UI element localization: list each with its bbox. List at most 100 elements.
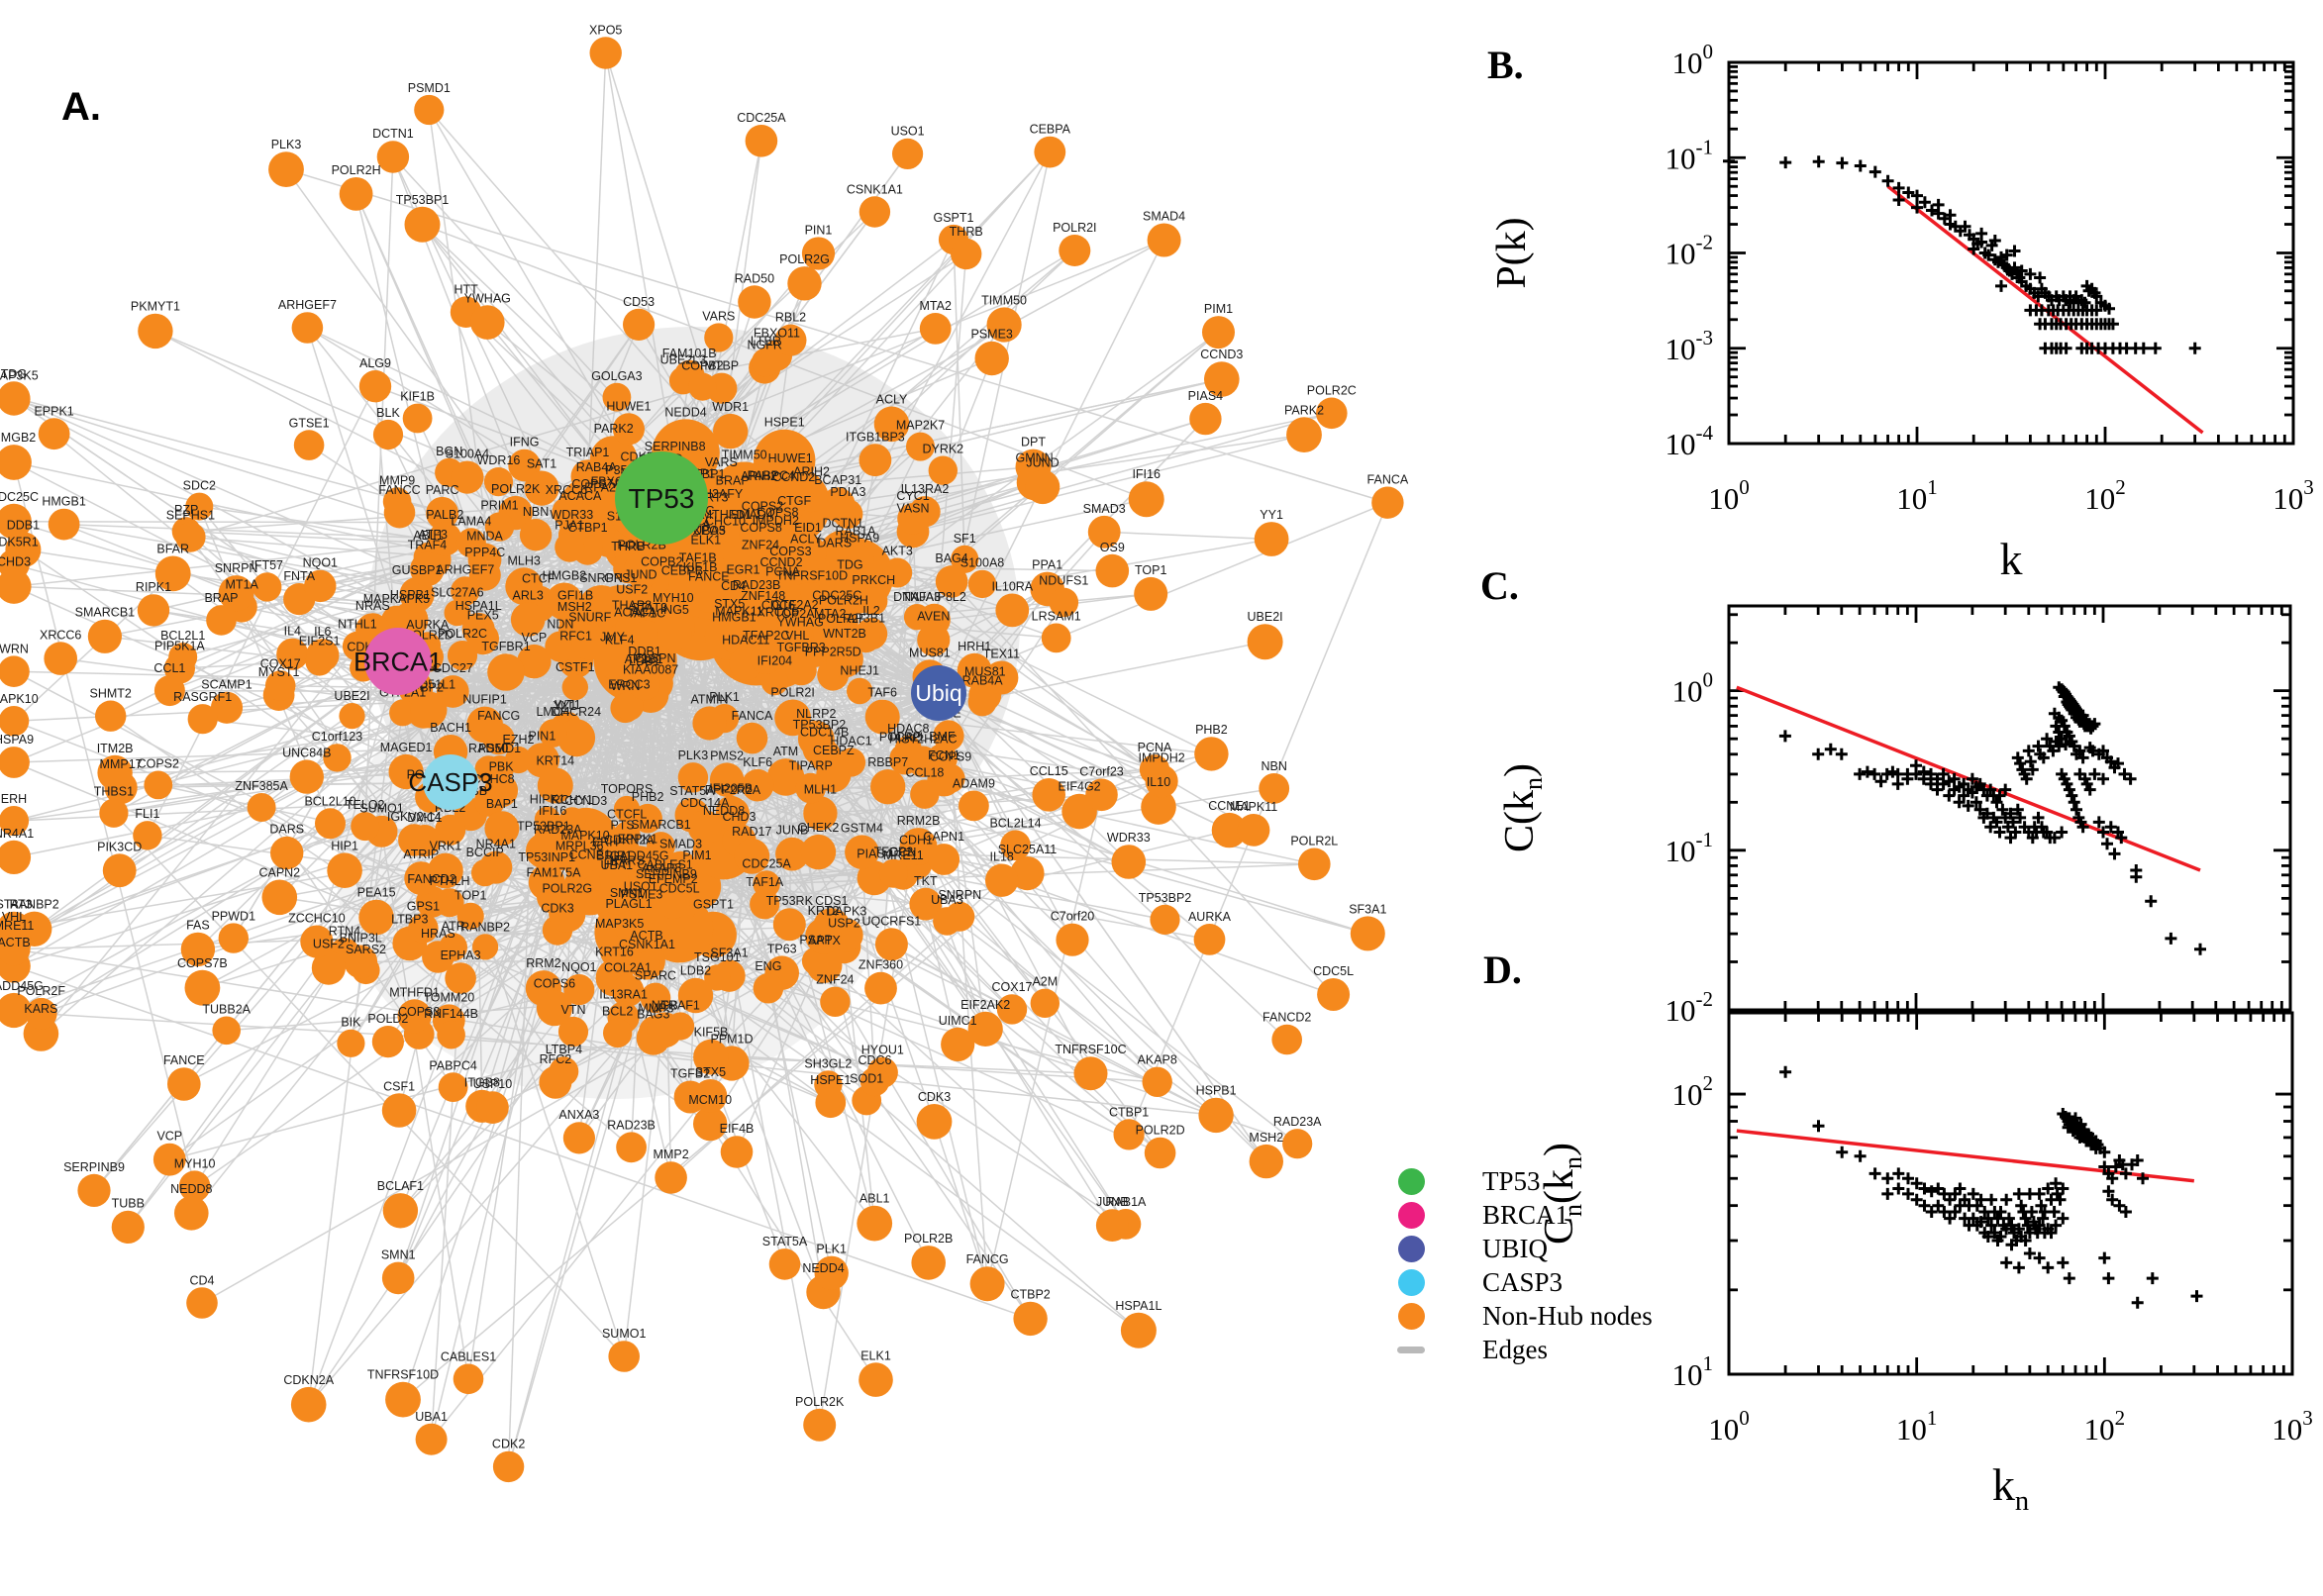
gene-node: [519, 519, 553, 551]
gene-node: [766, 758, 805, 796]
gene-node-label: NTHL1: [338, 618, 377, 632]
gene-node: [1317, 978, 1351, 1011]
gene-node-label: TRAF1: [660, 998, 700, 1012]
gene-node-label: PCNA: [1138, 741, 1172, 754]
gene-node-label: KLF4: [605, 633, 635, 647]
gene-node-label: CABLES1: [637, 858, 692, 872]
gene-node-label: TDG: [1, 367, 27, 381]
gene-node-label: MNDA: [466, 529, 503, 543]
axis-ticks: [1727, 1013, 2294, 1376]
gene-node-label: UBE2L3: [660, 352, 707, 366]
gene-node-label: NHEJ1: [840, 664, 879, 678]
gene-node-label: LDB1: [629, 654, 659, 668]
gene-node-label: HSPE1: [764, 416, 805, 430]
axis-tick-label: 10-2: [1666, 987, 1714, 1028]
gene-node: [397, 999, 432, 1034]
gene-node: [1144, 1137, 1176, 1169]
legend-item: TP53: [1389, 1164, 1653, 1198]
gene-node-label: SERPINB8: [645, 440, 706, 453]
gene-node-label: RBBP7: [867, 755, 908, 769]
gene-node-label: USO1: [624, 880, 657, 894]
hub-node-label: CASP3: [408, 767, 492, 797]
gene-node-label: BAG4: [935, 551, 967, 565]
gene-node-label: IL6: [314, 625, 331, 639]
gene-node-label: PABPC4: [748, 469, 795, 483]
gene-node-label: PSME3: [621, 888, 662, 902]
gene-node: [1194, 737, 1229, 771]
gene-node-label: ARIH2: [741, 469, 777, 483]
gene-node-label: HTT: [454, 282, 478, 296]
gene-node: [534, 806, 560, 833]
gene-node: [882, 557, 913, 588]
gene-node: [484, 811, 520, 847]
gene-node: [595, 644, 630, 679]
gene-node: [795, 772, 826, 804]
gene-node: [911, 1246, 946, 1280]
gene-node-label: RAD23B: [607, 1119, 656, 1133]
gene-node-label: KIAA0087: [623, 663, 678, 677]
gene-node: [1085, 778, 1118, 812]
gene-node-label: PIM1: [1204, 302, 1233, 316]
hub-node-label: TP53: [629, 483, 695, 514]
gene-node: [864, 971, 897, 1005]
gene-node-label: EGR1: [726, 563, 759, 577]
gene-node-label: POLR2B: [904, 1232, 953, 1246]
gene-node-label: MYH10: [653, 591, 694, 605]
gene-node: [750, 889, 780, 920]
gene-node: [633, 803, 662, 834]
gene-node: [967, 1011, 1003, 1047]
gene-node-label: IL10: [1147, 775, 1170, 789]
gene-node-label: KIF1B: [683, 560, 718, 574]
gene-node-label: H2AFY: [703, 487, 744, 501]
gene-node-label: ATR: [442, 919, 465, 933]
legend-label: Non-Hub nodes: [1482, 1300, 1653, 1331]
gene-node-label: RFC1: [559, 629, 592, 643]
gene-node-label: CDC6: [858, 1053, 891, 1067]
gene-node: [0, 933, 31, 966]
legend-item: BRCA1: [1389, 1198, 1653, 1232]
gene-node-label: PLK3: [678, 748, 709, 762]
gene-node-label: PIN1: [529, 729, 556, 743]
gene-node-label: SMAD4: [731, 508, 773, 522]
gene-node-label: TNFRSF10D: [367, 1368, 439, 1382]
gene-node-label: ITGB1BP3: [846, 430, 905, 444]
gene-node-label: RASGRF1: [173, 690, 232, 704]
legend-item: Non-Hub nodes: [1389, 1299, 1653, 1333]
gene-node-label: ERH: [592, 835, 618, 848]
y-axis-label: C(kn): [1497, 763, 1548, 852]
gene-node-label: EIF4G2: [1059, 780, 1101, 794]
gene-node-label: ZNF24: [816, 973, 854, 987]
gene-node: [909, 887, 943, 921]
gene-node-label: USF2: [313, 938, 345, 951]
gene-node-label: YY1: [554, 699, 577, 713]
gene-node: [44, 642, 77, 675]
gene-node-label: BCL2L1: [160, 629, 205, 643]
gene-node-label: ZNF385A: [235, 779, 288, 793]
gene-node-label: ATRIP: [403, 848, 439, 861]
gene-node-label: TAF6: [867, 686, 897, 700]
gene-node: [0, 840, 32, 874]
gene-node-label: ZCCHC10: [288, 912, 346, 926]
gene-node-label: FANCG: [477, 709, 520, 723]
gene-node: [438, 1072, 468, 1102]
gene-node: [404, 861, 439, 896]
gene-node-label: PJA1: [555, 519, 584, 533]
gene-node-label: FANCA: [1367, 473, 1409, 487]
gene-node: [473, 786, 505, 817]
gene-node: [304, 569, 337, 603]
gene-node: [687, 810, 722, 845]
gene-node: [389, 699, 417, 727]
axis-tick-label: 10-1: [1666, 828, 1714, 868]
gene-node-label: SH3GL2: [804, 1056, 852, 1070]
gene-node-label: KRT14: [536, 753, 574, 767]
gene-node-label: FANCG: [966, 1252, 1009, 1266]
gene-node-label: NEDD8: [170, 1182, 212, 1196]
gene-node-label: CDC5L: [659, 882, 700, 896]
gene-node-label: VARS: [702, 309, 735, 323]
gene-node: [487, 653, 525, 691]
gene-node: [451, 460, 484, 494]
gene-node-label: MTBP: [704, 359, 739, 373]
gene-node-label: ACLY: [790, 533, 822, 547]
gene-node-label: IL4: [284, 625, 301, 639]
gene-node: [608, 1341, 640, 1372]
